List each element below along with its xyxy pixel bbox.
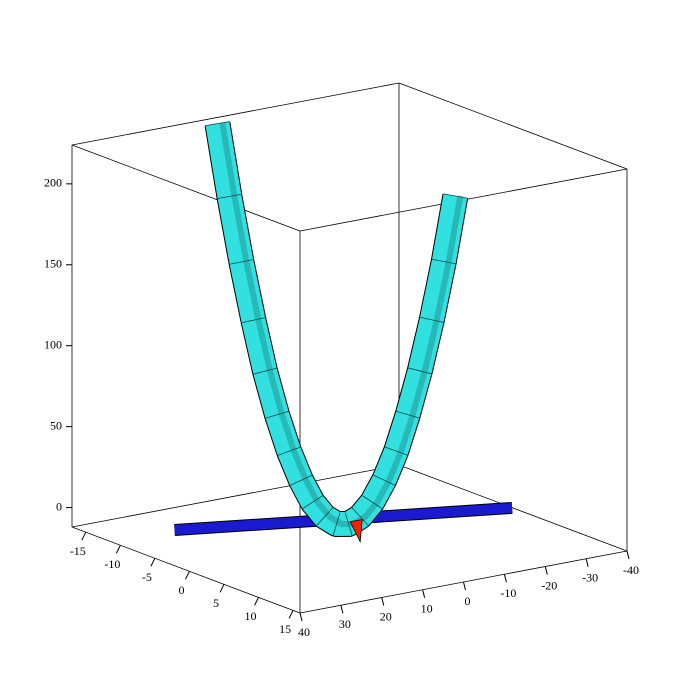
y-tick [422, 589, 426, 598]
tube-ring [344, 512, 353, 536]
x-tick-label: -15 [70, 544, 86, 558]
box-edge [71, 464, 400, 528]
y-tick [463, 581, 466, 591]
z-tick-label: 50 [50, 418, 62, 432]
y-tick-label: 10 [421, 602, 433, 616]
z-tick-label: 150 [44, 257, 62, 271]
y-tick [299, 612, 303, 622]
tube-ring [316, 507, 333, 526]
tube-ring [373, 474, 396, 486]
box-edge [398, 82, 628, 170]
tube-ring [332, 512, 341, 536]
x-tick-label: 0 [178, 583, 184, 597]
x-tick-label: 5 [213, 596, 219, 610]
y-tick-label: -10 [500, 586, 516, 600]
x-tick-label: 10 [245, 609, 257, 623]
z-tick-label: 200 [44, 176, 62, 190]
tube-ring [265, 411, 289, 419]
x-tick [254, 597, 259, 606]
tube-ring [443, 193, 468, 199]
x-tick [219, 584, 225, 593]
tube-ring [205, 121, 230, 126]
x-tick-label: 15 [279, 622, 291, 636]
z-tick-label: 0 [56, 499, 62, 513]
tube-ring [396, 410, 420, 419]
y-tick [381, 597, 385, 606]
x-tick [288, 610, 294, 619]
x-tick-label: -10 [104, 557, 120, 571]
y-tick [585, 558, 589, 567]
box-edge [71, 82, 400, 146]
tube-ring [419, 316, 444, 323]
y-tick-label: 30 [339, 617, 351, 631]
box-edge [71, 526, 301, 614]
tube-ring [289, 474, 313, 486]
z-tick-label: 100 [44, 337, 62, 351]
tube-ring [229, 259, 254, 265]
tube-ring [431, 258, 456, 265]
y-tick-label: 40 [298, 625, 310, 639]
tube-shade [219, 123, 464, 527]
tube-ring [277, 446, 301, 456]
x-tick [185, 571, 190, 580]
cone [349, 519, 363, 544]
y-tick [544, 566, 548, 575]
box-edge [71, 144, 301, 232]
tube-ring [253, 367, 277, 375]
tube-ring [384, 446, 408, 456]
tube-ring [302, 495, 323, 510]
tube-ring [361, 495, 383, 510]
x-tick-label: -5 [142, 570, 152, 584]
box-edge [398, 464, 628, 552]
tube-ring [351, 507, 369, 526]
y-tick [503, 574, 507, 583]
y-tick-label: -40 [623, 563, 639, 577]
y-tick-label: 0 [465, 594, 471, 608]
y-tick-label: -30 [582, 571, 598, 585]
x-tick [115, 545, 121, 554]
tube [205, 121, 468, 536]
y-tick-label: 20 [380, 609, 392, 623]
y-tick [340, 605, 344, 614]
x-tick [150, 558, 156, 567]
tube-ring [408, 367, 432, 375]
tube-ring [241, 317, 266, 324]
tube-ring [217, 193, 242, 199]
y-tick [626, 550, 630, 560]
x-tick [81, 531, 87, 541]
y-tick-label: -20 [541, 578, 557, 592]
